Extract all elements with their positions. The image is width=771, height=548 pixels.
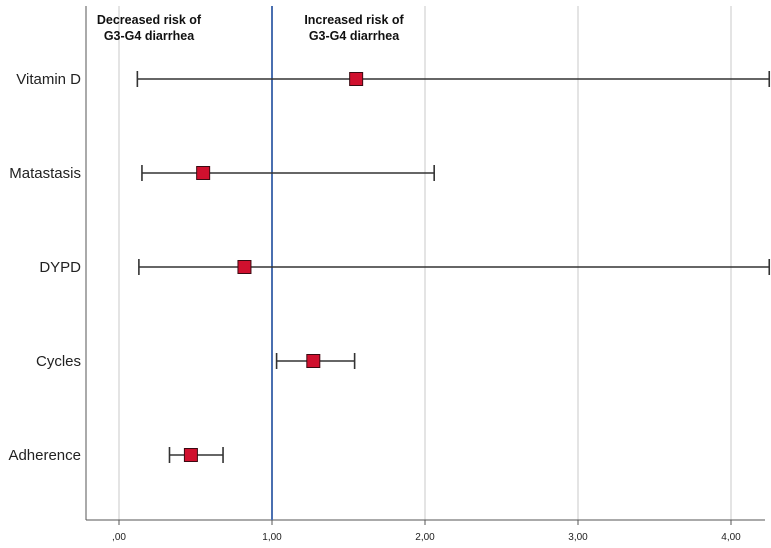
estimate-marker-dypd [237, 260, 252, 274]
x-tick-label-1: 1,00 [262, 532, 282, 543]
row-matastasis: Matastasis [9, 165, 435, 182]
row-dypd: DYPD [39, 259, 771, 276]
annotation-right-line2: G3-G4 diarrhea [309, 29, 400, 43]
estimate-marker-matastasis [196, 166, 211, 180]
x-tick-label-2: 2,00 [415, 532, 435, 543]
estimate-marker-cycles [306, 354, 321, 368]
annotation-left-line2: G3-G4 diarrhea [104, 29, 195, 43]
row-label-cycles: Cycles [36, 353, 81, 370]
row-label-vitamin-d: Vitamin D [16, 71, 81, 88]
row-label-matastasis: Matastasis [9, 165, 81, 182]
annotation-left-line1: Decreased risk of [97, 13, 202, 27]
x-axis-ticks: ,00 1,00 2,00 3,00 4,00 [112, 520, 741, 543]
x-tick-label-0: ,00 [112, 532, 126, 543]
row-label-adherence: Adherence [8, 447, 81, 464]
annotation-right-line1: Increased risk of [304, 13, 404, 27]
row-label-dypd: DYPD [39, 259, 81, 276]
row-cycles: Cycles [36, 353, 356, 370]
row-adherence: Adherence [8, 447, 224, 464]
estimate-marker-adherence [183, 448, 198, 462]
forest-rows: Vitamin D Matastasis DYPD Cycles Adherence [8, 71, 771, 464]
x-tick-label-4: 4,00 [721, 532, 741, 543]
x-tick-label-3: 3,00 [568, 532, 588, 543]
grid-lines [118, 6, 732, 520]
row-vitamin-d: Vitamin D [16, 71, 771, 88]
estimate-marker-vitamin-d [349, 72, 364, 86]
